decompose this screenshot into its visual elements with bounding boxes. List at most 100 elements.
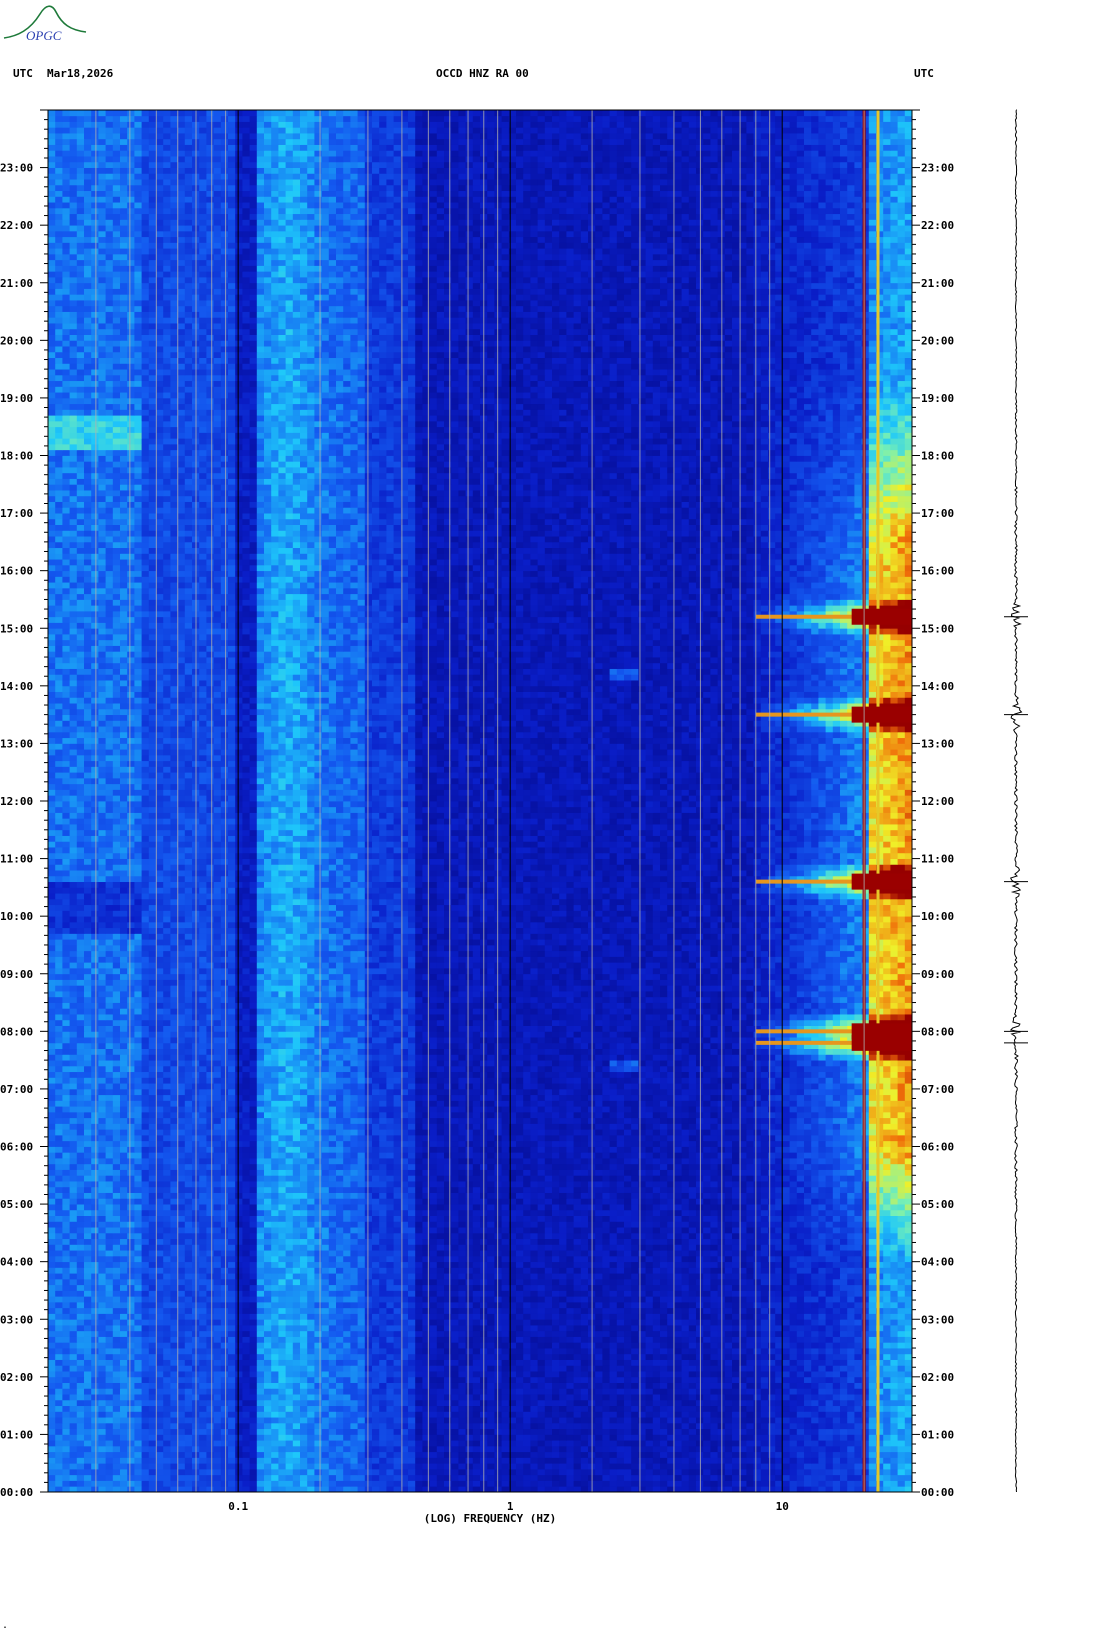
heatmap-cell bbox=[732, 1411, 740, 1418]
heatmap-cell bbox=[904, 1388, 913, 1395]
heatmap-cell bbox=[595, 1445, 603, 1453]
heatmap-cell bbox=[177, 1267, 186, 1274]
heatmap-cell bbox=[580, 1330, 589, 1337]
heatmap-cell bbox=[170, 1359, 178, 1366]
heatmap-cell bbox=[364, 1451, 373, 1458]
heatmap-cell bbox=[847, 1267, 855, 1274]
heatmap-cell bbox=[372, 1480, 380, 1487]
heatmap-cell bbox=[710, 1394, 718, 1401]
heatmap-cell bbox=[163, 1319, 171, 1326]
heatmap-cell bbox=[105, 1330, 114, 1337]
heatmap-cell bbox=[652, 1474, 661, 1481]
heatmap-cell bbox=[904, 1336, 913, 1343]
heatmap-cell bbox=[62, 1417, 70, 1424]
heatmap-cell bbox=[220, 1319, 229, 1326]
heatmap-cell bbox=[314, 1307, 322, 1314]
heatmap-cell bbox=[811, 1486, 819, 1493]
heatmap-cell bbox=[343, 1457, 351, 1464]
heatmap-cell bbox=[415, 1290, 423, 1297]
heatmap-cell bbox=[120, 1313, 128, 1320]
heatmap-cell bbox=[235, 1290, 243, 1297]
heatmap-cell bbox=[292, 1486, 301, 1493]
heatmap-cell bbox=[789, 1382, 798, 1389]
heatmap-cell bbox=[429, 1451, 438, 1458]
heatmap-cell bbox=[393, 1319, 402, 1326]
heatmap-cell bbox=[904, 1261, 913, 1268]
heatmap-cell bbox=[76, 1325, 85, 1332]
heatmap-cell bbox=[825, 1296, 834, 1303]
heatmap-cell bbox=[768, 1278, 776, 1286]
heatmap-cell bbox=[847, 1411, 855, 1418]
heatmap-cell bbox=[84, 1284, 92, 1291]
heatmap-cell bbox=[883, 1273, 891, 1280]
heatmap-cell bbox=[753, 1255, 762, 1263]
heatmap-cell bbox=[336, 1417, 344, 1424]
heatmap-cell bbox=[537, 1278, 546, 1286]
heatmap-cell bbox=[242, 1290, 250, 1297]
heatmap-cell bbox=[264, 1330, 272, 1337]
heatmap-cell bbox=[775, 1290, 783, 1297]
heatmap-cell bbox=[444, 1399, 452, 1407]
heatmap-cell bbox=[48, 1313, 56, 1320]
heatmap-cell bbox=[206, 1480, 214, 1487]
heatmap-cell bbox=[451, 1250, 459, 1257]
heatmap-cell bbox=[228, 1342, 236, 1349]
heatmap-cell bbox=[530, 1336, 538, 1343]
heatmap-cell bbox=[458, 1296, 466, 1303]
heatmap-cell bbox=[652, 1284, 661, 1291]
heatmap-cell bbox=[552, 1371, 560, 1378]
heatmap-cell bbox=[415, 1313, 423, 1320]
heatmap-cell bbox=[264, 1422, 272, 1430]
heatmap-cell bbox=[206, 1296, 214, 1303]
heatmap-cell bbox=[300, 1255, 308, 1263]
heatmap-cell bbox=[249, 1359, 258, 1366]
heatmap-cell bbox=[523, 1261, 531, 1268]
heatmap-cell bbox=[580, 1348, 589, 1355]
heatmap-cell bbox=[523, 1457, 531, 1464]
heatmap-cell bbox=[400, 1405, 409, 1412]
heatmap-cell bbox=[249, 1394, 258, 1401]
heatmap-cell bbox=[271, 1336, 279, 1343]
heatmap-cell bbox=[228, 1463, 236, 1470]
heatmap-cell bbox=[624, 1365, 632, 1372]
heatmap-cell bbox=[559, 1463, 567, 1470]
heatmap-cell bbox=[112, 1474, 121, 1481]
heatmap-cell bbox=[472, 1325, 481, 1332]
heatmap-cell bbox=[91, 1342, 99, 1349]
heatmap-cell bbox=[206, 1405, 214, 1412]
heatmap-cell bbox=[235, 1261, 243, 1268]
heatmap-cell bbox=[91, 1319, 99, 1326]
heatmap-cell bbox=[321, 1359, 330, 1366]
heatmap-cell bbox=[112, 1278, 121, 1286]
heatmap-cell bbox=[717, 1463, 726, 1470]
heatmap-cell bbox=[163, 1353, 171, 1360]
heatmap-cell bbox=[429, 1319, 438, 1326]
heatmap-cell bbox=[523, 1480, 531, 1487]
heatmap-cell bbox=[530, 1411, 538, 1418]
heatmap-cell bbox=[516, 1359, 524, 1366]
heatmap-cell bbox=[739, 1428, 747, 1435]
heatmap-cell bbox=[62, 1422, 70, 1430]
heatmap-cell bbox=[76, 1342, 85, 1349]
heatmap-cell bbox=[393, 1468, 402, 1476]
heatmap-cell bbox=[256, 1388, 265, 1395]
heatmap-cell bbox=[314, 1371, 322, 1378]
heatmap-cell bbox=[422, 1399, 430, 1407]
heatmap-cell bbox=[508, 1301, 517, 1309]
heatmap-cell bbox=[69, 1445, 78, 1453]
heatmap-cell bbox=[883, 1394, 891, 1401]
heatmap-cell bbox=[444, 1342, 452, 1349]
heatmap-cell bbox=[487, 1250, 495, 1257]
heatmap-cell bbox=[674, 1417, 682, 1424]
heatmap-cell bbox=[264, 1365, 272, 1372]
heatmap-cell bbox=[753, 1422, 762, 1430]
heatmap-cell bbox=[631, 1411, 639, 1418]
heatmap-cell bbox=[580, 1342, 589, 1349]
heatmap-cell bbox=[314, 1451, 322, 1458]
heatmap-cell bbox=[264, 1474, 272, 1481]
heatmap-cell bbox=[595, 1371, 603, 1378]
heatmap-cell bbox=[501, 1348, 510, 1355]
heatmap-cell bbox=[393, 1486, 402, 1493]
heatmap-cell bbox=[530, 1474, 538, 1481]
heatmap-cell bbox=[573, 1278, 582, 1286]
